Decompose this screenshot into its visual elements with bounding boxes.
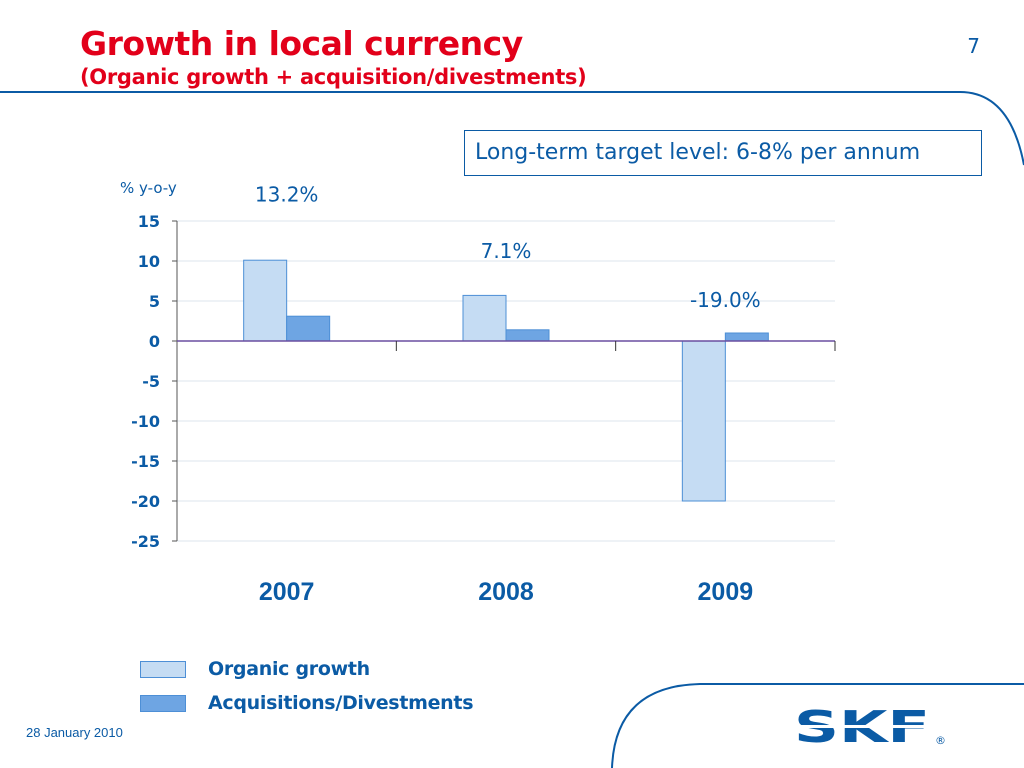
total-growth-label: 7.1% (481, 239, 532, 263)
y-tick-label: 10 (138, 252, 160, 271)
growth-bar-chart: 15 10 5 0 -5 -10 -15 -20 -25 2007 13.2% 2008 7.1% 200… (131, 182, 836, 606)
y-tick-label: 5 (149, 292, 160, 311)
y-tick-label: -10 (131, 412, 160, 431)
legend-label-acquisitions: Acquisitions/Divestments (208, 692, 474, 714)
legend-item-acquisitions: Acquisitions/Divestments (140, 686, 474, 720)
target-level-box: Long-term target level: 6-8% per annum (464, 130, 982, 176)
slide-date: 28 January 2010 (26, 725, 123, 740)
page-number: 7 (967, 34, 980, 58)
total-growth-label: 13.2% (255, 182, 319, 206)
y-tick-label: -20 (131, 492, 160, 511)
legend-swatch-acquisitions (140, 694, 186, 712)
x-category-label: 2008 (478, 578, 534, 606)
bar-acquisitions (286, 315, 331, 342)
bar-organic (243, 259, 288, 342)
bar-organic (462, 294, 507, 342)
y-tick-label: 0 (149, 332, 160, 351)
x-category-label: 2009 (698, 578, 754, 606)
slide-subtitle: (Organic growth + acquisition/divestment… (80, 65, 587, 89)
skf-logo: SKF ® (794, 708, 946, 746)
y-tick-label: 15 (138, 212, 160, 231)
y-tick-label: -15 (131, 452, 160, 471)
chart-legend: Organic growth Acquisitions/Divestments (140, 652, 474, 720)
y-tick-label: -5 (142, 372, 160, 391)
bar-acquisitions (505, 329, 550, 342)
slide-title: Growth in local currency (80, 24, 523, 63)
bar-organic (681, 340, 726, 502)
legend-swatch-organic (140, 660, 186, 678)
total-growth-label: -19.0% (690, 288, 761, 312)
y-tick-label: -25 (131, 532, 160, 551)
bar-acquisitions (724, 332, 769, 342)
x-category-label: 2007 (259, 578, 315, 606)
legend-label-organic: Organic growth (208, 658, 370, 680)
y-axis-unit-label: % y-o-y (120, 179, 177, 197)
legend-item-organic: Organic growth (140, 652, 473, 686)
svg-text:®: ® (935, 734, 946, 746)
